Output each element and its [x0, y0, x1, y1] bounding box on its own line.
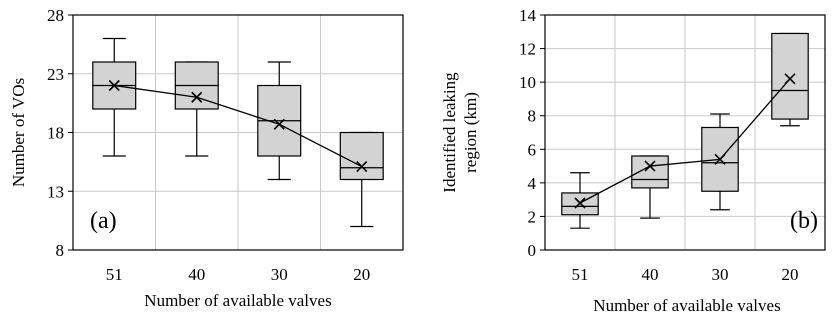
x-axis-label: Number of available valves [593, 296, 780, 315]
y-tick-label: 0 [528, 241, 537, 260]
mean-line [114, 84, 363, 168]
mean-marker [644, 160, 656, 172]
x-tick-label: 30 [271, 265, 288, 284]
y-axis-label: Identified leaking [440, 72, 459, 193]
x-tick-label: 51 [572, 265, 589, 284]
y-tick-label: 14 [519, 6, 537, 25]
box-plot-20 [339, 131, 384, 228]
box-plot-51 [561, 172, 599, 229]
x-tick-label: 51 [106, 265, 123, 284]
box-plot-40 [174, 61, 219, 157]
plot-frame [72, 14, 404, 251]
y-tick-label: 6 [528, 140, 537, 159]
y-axis-label: Number of VOs [9, 78, 28, 187]
chart-panel-a: 8 13 18 23 28 51 40 30 20 (a) Number of available … [9, 6, 404, 310]
mean-line [579, 78, 791, 204]
mean-marker [273, 118, 285, 130]
mean-marker [356, 161, 368, 173]
y-tick-label: 28 [47, 6, 64, 25]
y-axis-label: region (km) [461, 92, 480, 173]
x-tick-label: 20 [353, 265, 370, 284]
box-plot-30 [257, 61, 302, 181]
box-iqr [631, 155, 669, 189]
y-tick-label: 10 [519, 73, 536, 92]
x-axis-label: Number of available valves [144, 291, 331, 310]
y-tick-label: 4 [528, 174, 537, 193]
x-tick-label: 40 [642, 265, 659, 284]
y-tick-label: 2 [528, 207, 537, 226]
y-tick-label: 13 [47, 182, 64, 201]
mean-marker [191, 91, 203, 103]
x-tick-label: 40 [188, 265, 205, 284]
mean-marker [108, 79, 120, 92]
y-tick-label: 12 [519, 40, 536, 59]
y-tick-label: 8 [56, 241, 65, 260]
mean-marker [714, 153, 726, 165]
mean-marker [574, 197, 586, 209]
y-tick-label: 23 [47, 65, 64, 84]
x-tick-label: 30 [712, 265, 729, 284]
chart-panel-b: 0 2 4 6 8 10 12 14 51 40 30 20 (b) Number of availabl… [440, 6, 826, 315]
x-tick-label: 20 [782, 265, 799, 284]
box-iqr [339, 131, 384, 181]
panel-label: (b) [790, 208, 818, 234]
panel-label: (a) [90, 208, 117, 234]
mean-marker [784, 73, 796, 85]
box-plot-30 [701, 113, 739, 211]
box-plot-20 [771, 32, 809, 127]
y-tick-label: 18 [47, 124, 64, 143]
plot-frame [544, 14, 826, 251]
y-tick-label: 8 [528, 107, 537, 126]
box-plot-51 [92, 37, 137, 157]
box-iqr [771, 32, 809, 120]
